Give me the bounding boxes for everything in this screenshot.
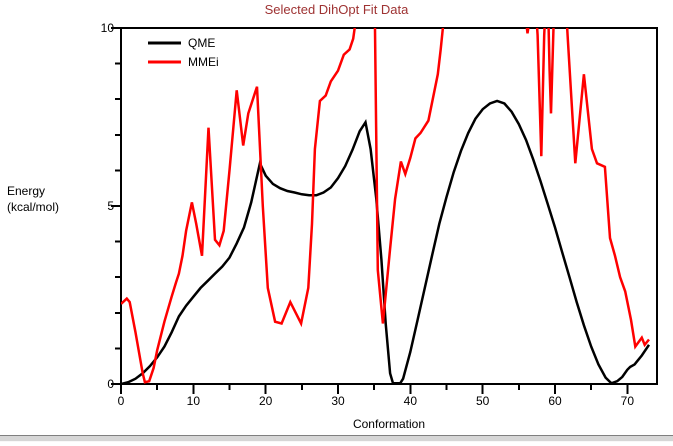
x-tick-label: 70 bbox=[620, 394, 634, 408]
legend-label-mmei: MMEi bbox=[188, 55, 219, 69]
legend-label-qme: QME bbox=[188, 36, 216, 50]
plot-frame bbox=[120, 27, 658, 385]
x-tick-label: 0 bbox=[117, 394, 125, 408]
x-axis-title: Conformation bbox=[352, 417, 426, 431]
y-axis-title-line1: Energy bbox=[7, 184, 46, 198]
x-tick-label: 40 bbox=[403, 394, 417, 408]
x-tick-label: 30 bbox=[331, 394, 345, 408]
x-tick-label: 60 bbox=[548, 394, 562, 408]
x-tick-label: 50 bbox=[475, 394, 490, 408]
y-axis-title-line2: (kcal/mol) bbox=[7, 200, 60, 214]
mmei-line bbox=[121, 28, 650, 384]
x-tick-label: 20 bbox=[258, 394, 273, 408]
bottom-divider bbox=[0, 435, 673, 442]
y-tick-label: 5 bbox=[107, 199, 114, 213]
chart-title: Selected DihOpt Fit Data bbox=[264, 2, 409, 17]
y-tick-label: 0 bbox=[107, 377, 114, 391]
qme-line bbox=[121, 99, 651, 384]
y-tick-label: 10 bbox=[100, 21, 114, 35]
x-tick-label: 10 bbox=[186, 394, 200, 408]
